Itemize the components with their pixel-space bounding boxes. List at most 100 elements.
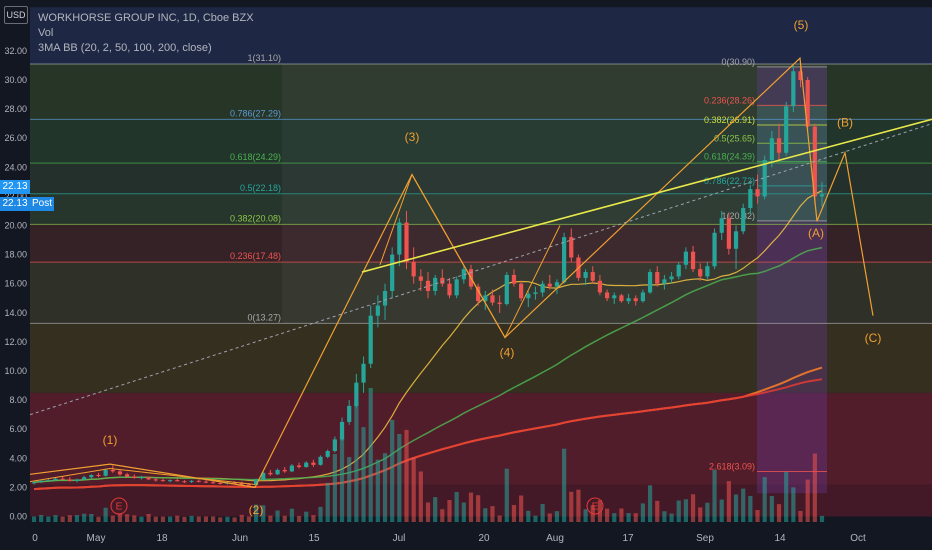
candle-body: [440, 277, 445, 284]
x-tick-label: May: [87, 533, 106, 544]
post-price-tag: 22.13: [0, 196, 30, 211]
volume-bar: [798, 510, 803, 522]
volume-bar: [769, 495, 774, 522]
candle-body: [139, 477, 144, 479]
volume-bar: [210, 516, 216, 522]
candle-body: [762, 160, 767, 197]
y-axis-bg: [0, 0, 30, 550]
candle-body: [733, 231, 739, 249]
candle-body: [476, 286, 481, 302]
candle-body: [562, 237, 567, 283]
candle-body: [361, 363, 366, 383]
candle-body: [354, 382, 359, 406]
y-tick-label: 28.00: [4, 104, 27, 114]
volume-bar: [232, 517, 237, 522]
candle-body: [604, 292, 610, 299]
volume-bar: [719, 499, 724, 522]
volume-bar: [390, 419, 395, 522]
wave-label: (A): [808, 226, 824, 240]
volume-bar: [819, 515, 825, 522]
candle-body: [160, 480, 166, 482]
volume-bar: [368, 388, 373, 522]
candle-body: [268, 472, 273, 475]
volume-bar: [153, 516, 158, 522]
x-tick-label: 0: [32, 533, 38, 544]
volume-bar: [812, 453, 817, 522]
volume-bar: [748, 495, 753, 522]
volume-bar: [526, 510, 531, 522]
candle-body: [210, 482, 216, 484]
volume-bar: [468, 492, 474, 522]
volume-bar: [569, 491, 574, 522]
candle-body: [662, 279, 667, 284]
volume-bar: [647, 485, 653, 522]
trendline: [361, 118, 932, 273]
candle-body: [96, 475, 101, 477]
candle-body: [110, 469, 115, 472]
candle-body: [755, 189, 760, 197]
candle-body: [633, 298, 638, 302]
volume-bar: [275, 510, 280, 522]
candle-body: [304, 462, 309, 468]
candle-body: [483, 295, 488, 302]
fib-level-label: 0.5(22.18): [240, 183, 281, 193]
volume-bar: [433, 497, 438, 522]
volume-bar: [547, 513, 552, 522]
earnings-marker-circle: [586, 497, 604, 515]
earnings-marker-label: E: [116, 502, 123, 513]
indicator-legend[interactable]: 3MA BB (20, 2, 50, 100, 200, close): [38, 42, 212, 54]
wave-label: (3): [405, 130, 420, 144]
volume-bar: [239, 514, 244, 522]
volume-bar: [182, 516, 187, 522]
candle-body: [526, 293, 531, 299]
symbol-title[interactable]: WORKHORSE GROUP INC, 1D, Cboe BZX: [38, 12, 254, 24]
y-tick-label: 0.00: [9, 512, 27, 522]
candle-body: [698, 269, 703, 277]
candle-body: [253, 479, 259, 486]
candle-body: [769, 138, 774, 161]
y-tick-label: 14.00: [4, 308, 27, 318]
candle-body: [203, 481, 209, 483]
volume-bar: [318, 506, 323, 522]
volume-bar: [189, 515, 194, 522]
candle-body: [289, 465, 294, 472]
volume-legend[interactable]: Vol: [38, 27, 54, 39]
x-tick-label: 20: [478, 533, 490, 544]
candle-body: [368, 315, 373, 364]
wave-label: (4): [500, 345, 515, 359]
volume-bars: [31, 388, 825, 522]
candle-body: [218, 483, 223, 485]
volume-bar: [160, 516, 166, 522]
volume-bar: [619, 508, 624, 522]
volume-bar: [203, 516, 209, 522]
x-tick-label: Jun: [232, 533, 248, 544]
volume-bar: [519, 495, 524, 522]
volume-bar: [805, 479, 810, 522]
volume-bar: [762, 477, 767, 522]
candle-body: [311, 462, 316, 465]
candle-body: [182, 481, 187, 483]
volume-bar: [354, 402, 359, 522]
candle-body: [447, 283, 452, 296]
volume-bar: [504, 468, 509, 522]
volume-bar: [776, 504, 782, 522]
candles: [31, 63, 825, 487]
volume-bar: [397, 434, 402, 522]
earnings-marker-label: E: [592, 502, 599, 513]
volume-bar: [741, 488, 746, 522]
candle-body: [590, 272, 595, 281]
wave-label: (5): [794, 18, 809, 32]
wave-label: (B): [837, 116, 853, 130]
volume-bar: [103, 507, 108, 522]
post-session-badge: Post: [30, 196, 54, 211]
candle-body: [117, 471, 123, 475]
candle-body: [282, 469, 287, 472]
volume-bar: [690, 494, 696, 522]
candle-body: [784, 106, 789, 153]
zone-band: [30, 262, 932, 324]
volume-bar: [447, 500, 452, 522]
fib2-level-label: 0(30.90): [721, 57, 755, 67]
currency-badge[interactable]: USD: [4, 6, 28, 24]
volume-bar: [132, 515, 137, 522]
